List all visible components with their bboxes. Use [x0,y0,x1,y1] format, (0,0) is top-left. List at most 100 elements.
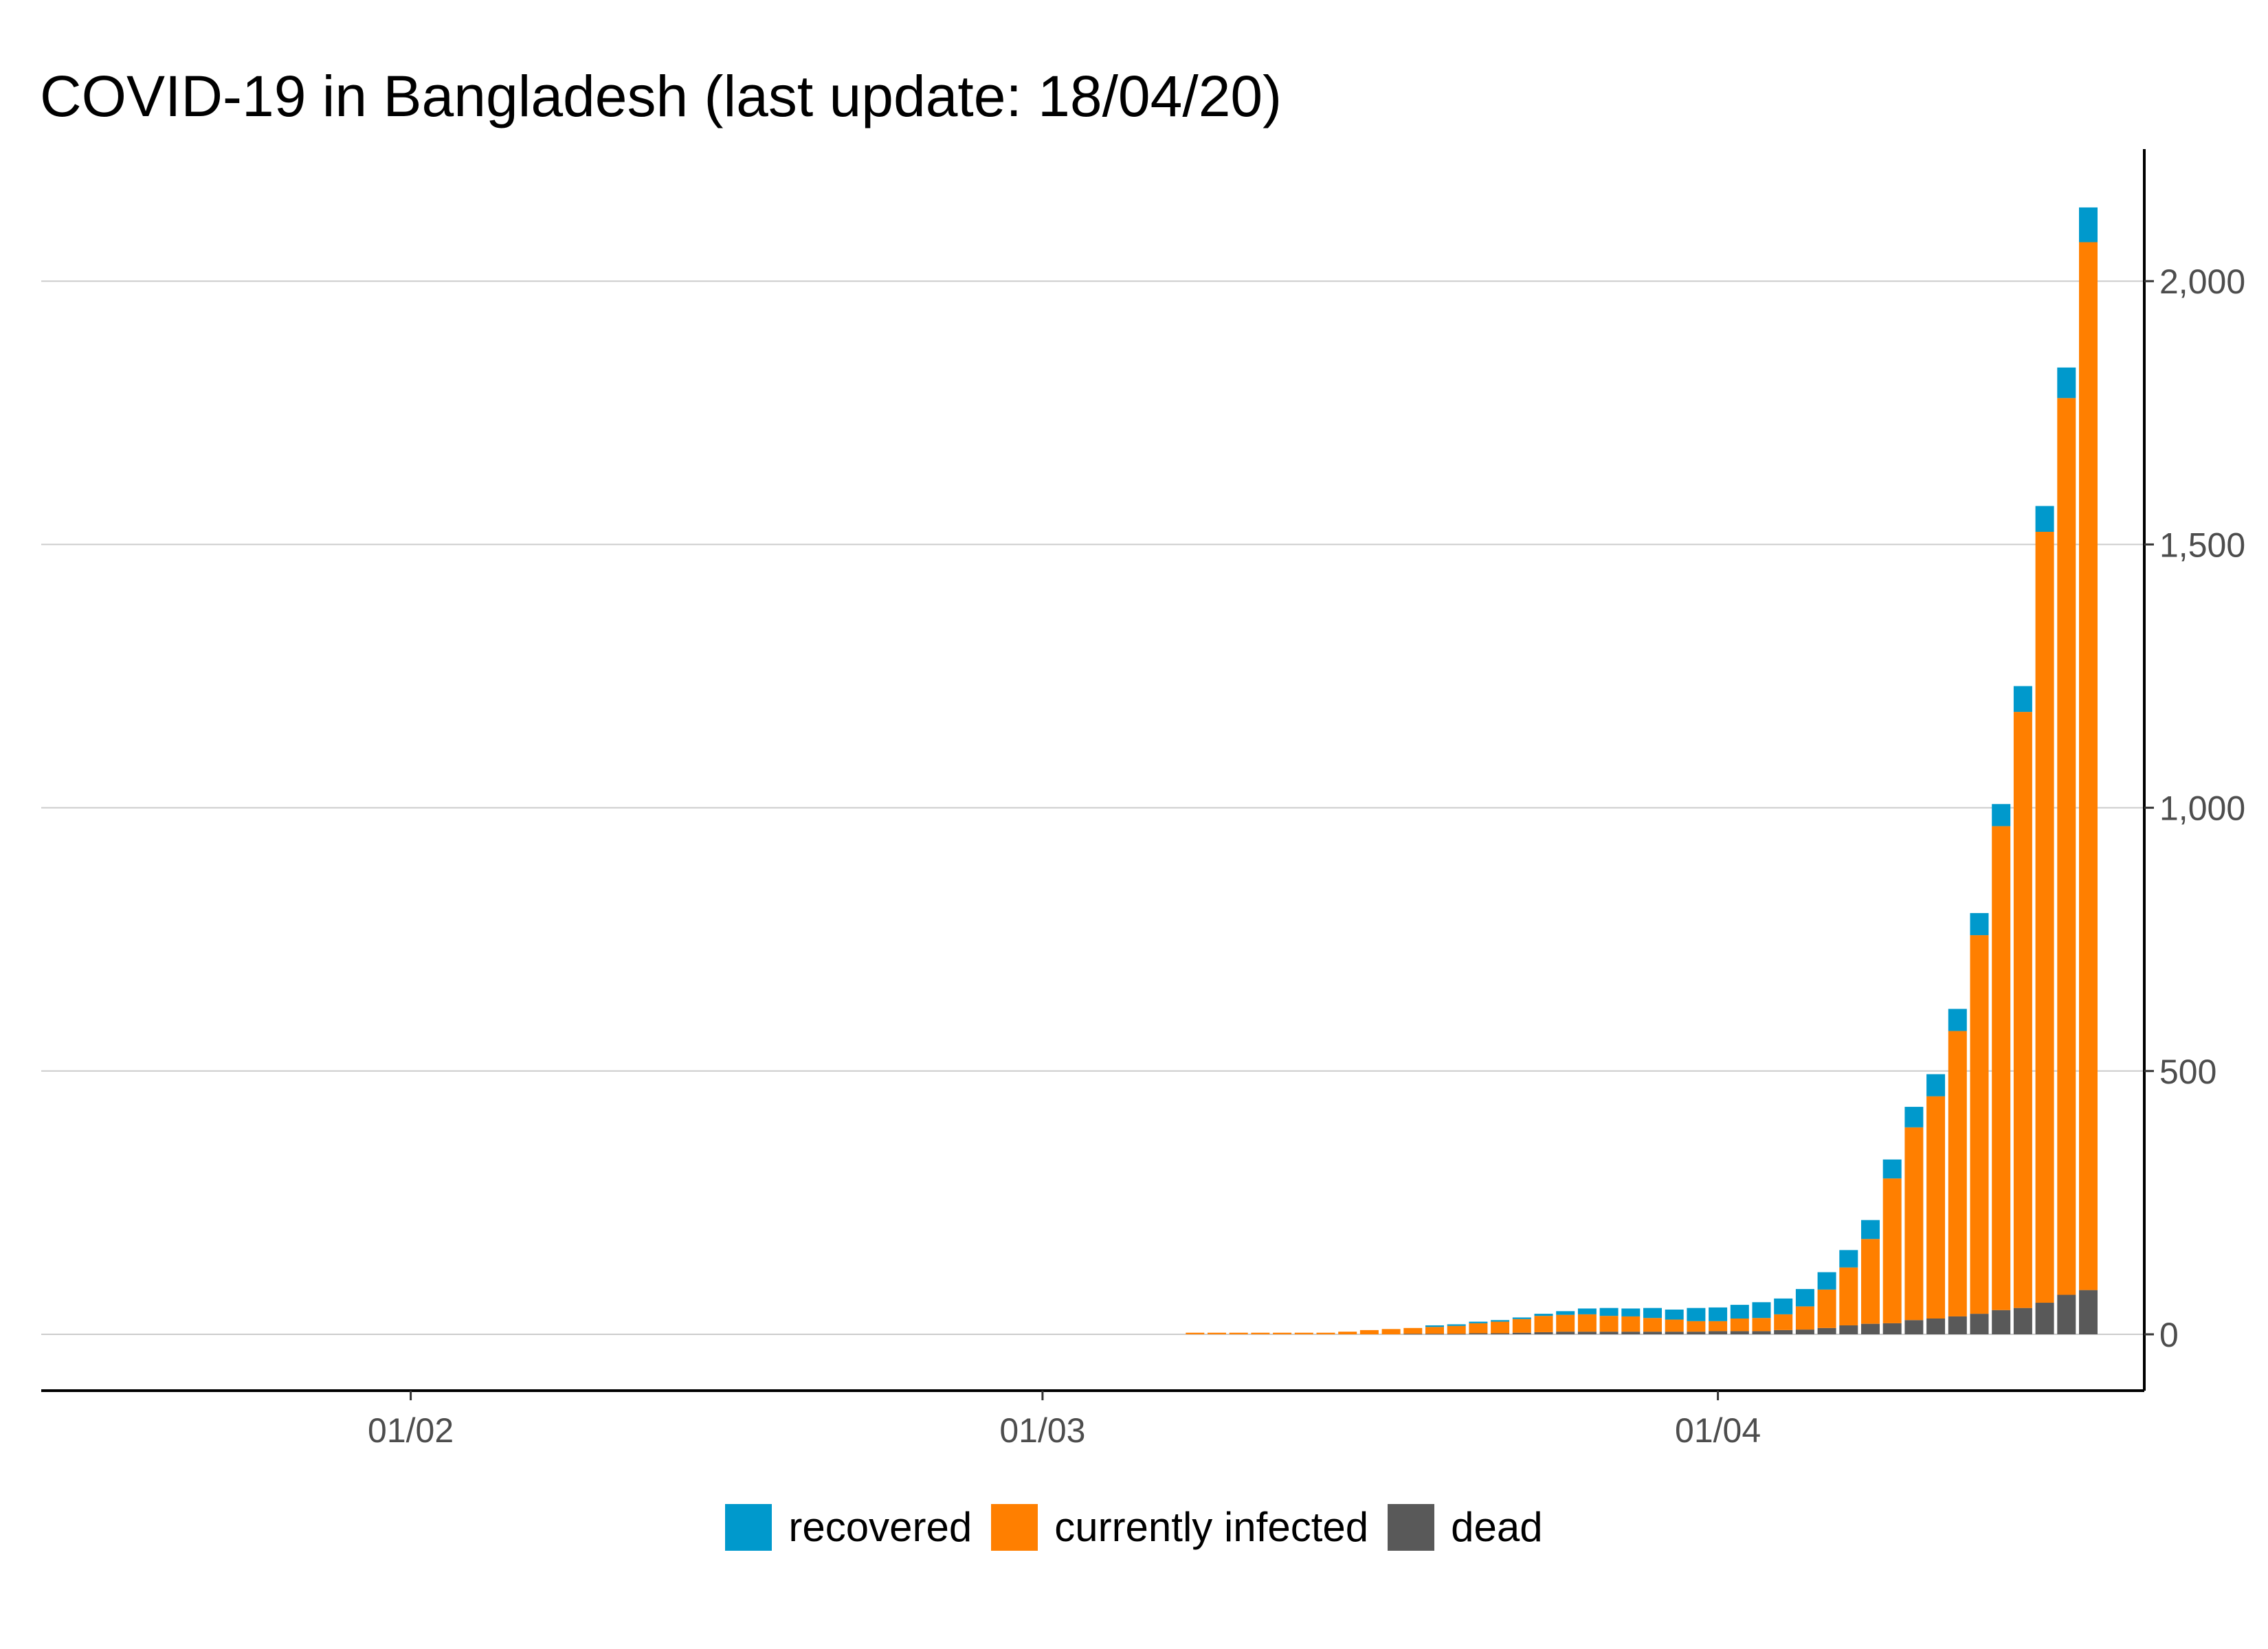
bar-recovered [1577,1308,1597,1314]
bar-dead [1534,1332,1553,1334]
legend: recovered currently infected dead [0,1503,2268,1551]
bar-dead [1469,1333,1488,1334]
y-tick-label: 2,000 [2159,262,2245,301]
bar-recovered [1512,1317,1531,1319]
bar-currently-infected [1992,826,2011,1310]
bar-currently-infected [1904,1127,1924,1321]
bar-currently-infected [1273,1332,1292,1334]
bar-currently-infected [1425,1327,1444,1334]
bar-dead [1512,1332,1531,1334]
bar-recovered [1599,1308,1619,1316]
bar-dead [1795,1330,1814,1334]
legend-item-recovered: recovered [725,1503,972,1551]
bar-recovered [1839,1250,1858,1268]
chart-title: COVID-19 in Bangladesh (last update: 18/… [40,64,1282,128]
legend-key-recovered [725,1503,772,1551]
bar-dead [1577,1332,1597,1334]
legend-key-dead [1388,1503,1435,1551]
bar-dead [1665,1332,1684,1334]
bar-recovered [1709,1307,1728,1321]
bar-recovered [1948,1009,1967,1031]
bar-currently-infected [1948,1031,1967,1316]
bar-dead [2035,1303,2054,1334]
y-tick-label: 500 [2159,1053,2216,1091]
bar-recovered [1447,1324,1466,1326]
bar-currently-infected [1970,935,1989,1314]
bar-dead [1839,1325,1858,1334]
bar-currently-infected [1665,1319,1684,1332]
bar-recovered [1491,1320,1510,1322]
bar-currently-infected [1359,1330,1379,1334]
bars [1186,207,2098,1335]
bar-recovered [1861,1220,1880,1239]
bar-recovered [1730,1305,1749,1319]
bar-dead [1709,1331,1728,1334]
bar-currently-infected [1512,1319,1531,1333]
x-tick-label: 01/04 [1675,1411,1761,1450]
bar-dead [1491,1333,1510,1334]
bar-recovered [1992,804,2011,827]
y-axis-ticks: 0 500 1,000 1,500 2,000 [2144,262,2245,1354]
bar-currently-infected [1926,1096,1946,1319]
bar-recovered [1795,1289,1814,1307]
y-tick-label: 1,500 [2159,526,2245,564]
y-tick-label: 1,000 [2159,789,2245,828]
bar-currently-infected [2013,712,2032,1308]
bar-currently-infected [1534,1316,1553,1332]
bar-recovered [1817,1272,1836,1290]
bar-recovered [1643,1308,1662,1319]
bar-dead [1752,1331,1771,1334]
x-axis-ticks: 01/02 01/03 01/04 [368,1391,1761,1450]
bar-currently-infected [1403,1327,1423,1334]
bar-recovered [1904,1106,1924,1128]
bar-recovered [1469,1321,1488,1323]
bar-currently-infected [1709,1321,1728,1332]
bar-recovered [1425,1325,1444,1327]
bar-recovered [1621,1308,1641,1316]
bar-dead [1687,1332,1706,1334]
bar-currently-infected [1338,1332,1357,1334]
bar-currently-infected [1752,1318,1771,1332]
bar-currently-infected [1687,1321,1706,1332]
bar-currently-infected [1774,1314,1793,1330]
bar-dead [1621,1332,1641,1334]
bar-currently-infected [2079,242,2098,1290]
legend-label-currently-infected: currently infected [1054,1504,1369,1550]
bar-dead [1970,1314,1989,1334]
bar-currently-infected [1817,1289,1836,1328]
bar-dead [1904,1320,1924,1334]
bar-currently-infected [1882,1178,1902,1323]
y-tick-label: 0 [2159,1316,2179,1354]
bar-currently-infected [1730,1319,1749,1332]
bar-recovered [1687,1308,1706,1321]
bar-dead [1992,1310,2011,1334]
bar-currently-infected [1491,1321,1510,1334]
bar-dead [1948,1316,1967,1334]
bar-currently-infected [1861,1239,1880,1324]
bar-dead [1817,1327,1836,1334]
bar-dead [2079,1290,2098,1334]
bar-recovered [1534,1314,1553,1316]
bar-currently-infected [1294,1332,1313,1334]
bar-currently-infected [1556,1314,1575,1332]
bar-currently-infected [1621,1316,1641,1332]
bar-currently-infected [1208,1332,1226,1334]
bar-currently-infected [1469,1323,1488,1334]
legend-label-recovered: recovered [788,1504,972,1550]
x-tick-label: 01/02 [368,1411,454,1450]
bar-dead [1926,1319,1946,1334]
bar-recovered [2079,207,2098,243]
bar-currently-infected [1795,1306,1814,1330]
legend-label-dead: dead [1451,1504,1543,1550]
bar-dead [2057,1294,2076,1334]
bar-currently-infected [1577,1314,1597,1332]
bar-recovered [1752,1302,1771,1319]
bar-currently-infected [1229,1332,1248,1334]
legend-item-dead: dead [1388,1503,1543,1551]
bar-recovered [2035,506,2054,532]
bar-recovered [1556,1311,1575,1315]
bar-recovered [1882,1159,1902,1179]
bar-dead [1643,1332,1662,1334]
bar-recovered [1970,912,1989,936]
bar-recovered [1926,1074,1946,1097]
